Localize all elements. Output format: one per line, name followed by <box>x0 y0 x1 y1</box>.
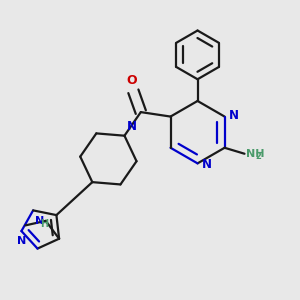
Text: N: N <box>17 236 26 246</box>
Text: N: N <box>127 120 137 133</box>
Text: H: H <box>40 219 48 229</box>
Text: N: N <box>201 158 212 171</box>
Text: O: O <box>127 74 137 87</box>
Text: N: N <box>34 216 44 226</box>
Text: 2: 2 <box>256 152 262 161</box>
Text: NH: NH <box>246 149 265 159</box>
Text: N: N <box>228 109 239 122</box>
